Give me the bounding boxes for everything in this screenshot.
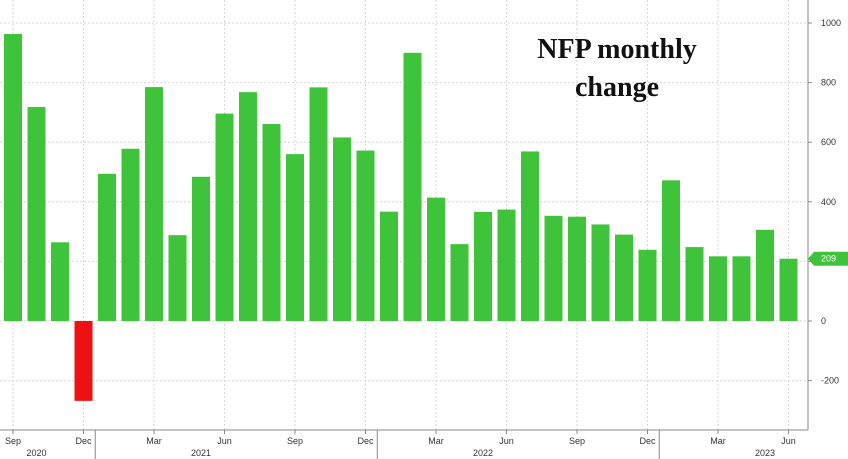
bar-nov-2022	[615, 234, 633, 321]
x-tick-label: Jun	[217, 436, 232, 446]
last-value-badge	[808, 251, 848, 266]
bar-dec-2022	[638, 249, 657, 321]
last-value-marker: 209	[808, 251, 848, 266]
bar-may-2022	[474, 211, 492, 321]
x-tick-label: Sep	[287, 436, 303, 446]
bar-jun-2023	[779, 258, 798, 321]
bar-jun-2022	[497, 209, 516, 321]
x-tick-label: Dec	[357, 436, 374, 446]
y-tick-label: 600	[821, 137, 836, 147]
x-year-label: 2023	[755, 448, 775, 458]
bar-may-2021	[192, 176, 210, 321]
bar-aug-2022	[544, 215, 563, 321]
x-tick-label: Jun	[781, 436, 796, 446]
y-tick-label: 400	[821, 197, 836, 207]
y-tick-label: 0	[821, 316, 826, 326]
bar-sep-2020	[4, 34, 22, 321]
bar-oct-2021	[309, 87, 328, 321]
bar-may-2023	[756, 229, 774, 321]
bar-mar-2023	[709, 256, 727, 321]
bar-sep-2021	[286, 154, 304, 321]
x-tick-labels: Sep Dec Mar Jun Sep Dec Mar Jun Sep Dec Mar Jun	[5, 436, 796, 446]
bar-apr-2022	[450, 244, 469, 321]
bar-feb-2021	[121, 148, 140, 321]
x-year-label: 2020	[26, 448, 46, 458]
x-tick-label: Dec	[639, 436, 656, 446]
x-year-label: 2021	[191, 448, 211, 458]
y-tick-label: 800	[821, 78, 836, 88]
x-year-label: 2022	[473, 448, 493, 458]
y-tick-label: 1000	[821, 18, 841, 28]
x-tick-label: Mar	[428, 436, 444, 446]
axes	[0, 0, 812, 459]
y-tick-labels: -20002004006008001000	[821, 18, 841, 386]
last-value-label: 209	[821, 254, 836, 264]
chart-title-line-2: change	[575, 72, 659, 103]
bar-feb-2022	[403, 52, 422, 322]
bar-sep-2022	[568, 216, 586, 321]
bar-feb-2023	[685, 247, 704, 321]
x-tick-label: Dec	[75, 436, 92, 446]
bar-jan-2022	[380, 211, 398, 321]
x-tick-label: Jun	[499, 436, 514, 446]
bar-oct-2022	[591, 224, 610, 321]
bar-oct-2020	[27, 107, 46, 321]
x-tick-label: Sep	[569, 436, 585, 446]
bars	[4, 34, 798, 401]
bar-jan-2023	[662, 180, 680, 321]
y-tick-label: -200	[821, 376, 839, 386]
bar-jun-2021	[215, 113, 234, 321]
bar-mar-2021	[145, 87, 163, 321]
year-labels: 2020 2021 2022 2023	[26, 448, 775, 458]
bar-jan-2021	[98, 173, 116, 321]
bar-dec-2021	[356, 150, 375, 321]
bar-nov-2021	[333, 137, 351, 321]
bar-jul-2021	[239, 92, 257, 321]
bar-nov-2020	[51, 242, 69, 321]
x-tick-label: Mar	[710, 436, 726, 446]
bar-aug-2021	[262, 124, 281, 321]
chart-title-line-1: NFP monthly	[537, 34, 696, 65]
bar-jul-2022	[521, 151, 539, 321]
x-tick-label: Mar	[146, 436, 162, 446]
bar-apr-2023	[732, 256, 751, 321]
x-tick-label: Sep	[5, 436, 21, 446]
bar-apr-2021	[168, 235, 187, 321]
bar-dec-2020	[74, 321, 93, 401]
bar-mar-2022	[427, 197, 445, 321]
